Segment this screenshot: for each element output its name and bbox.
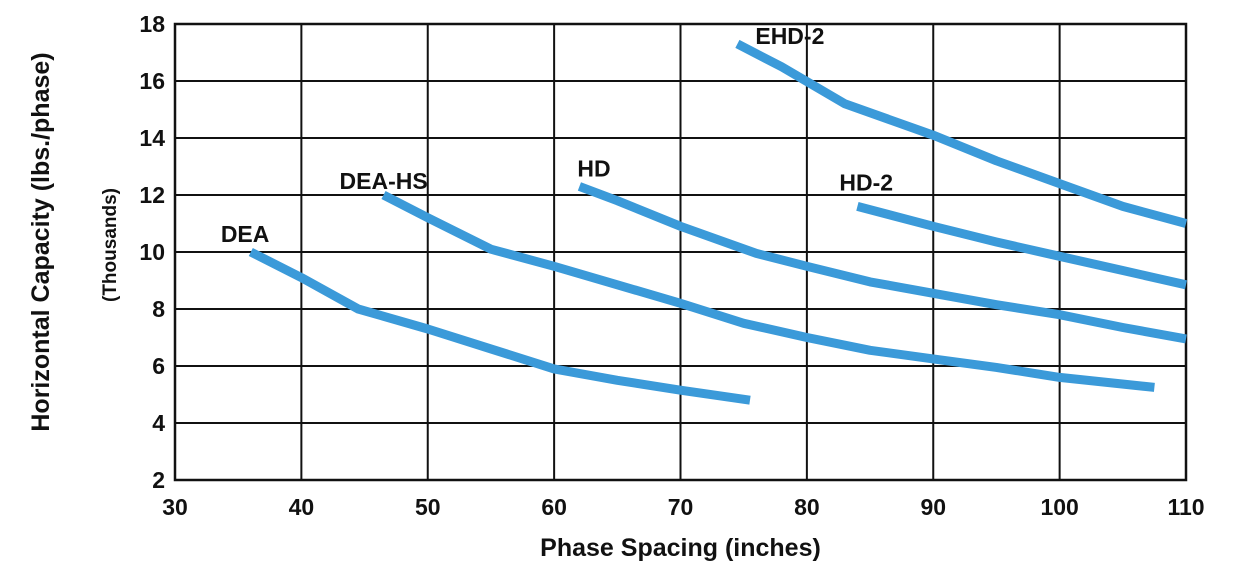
series-lines bbox=[248, 39, 1188, 405]
y-tick-label: 18 bbox=[139, 11, 165, 37]
y-tick-label: 16 bbox=[139, 68, 165, 94]
series-labels: DEA DEA-HS HD HD-2 EHD-2 bbox=[221, 23, 893, 247]
y-axis-subtitle: (Thousands) bbox=[100, 188, 121, 302]
x-tick-label: 80 bbox=[794, 494, 820, 520]
x-tick-label: 90 bbox=[920, 494, 946, 520]
series-line-hd bbox=[577, 182, 1187, 344]
y-tick-label: 10 bbox=[139, 239, 165, 265]
series-label-hd: HD bbox=[577, 155, 610, 181]
series-label-hd-2: HD-2 bbox=[839, 169, 893, 195]
x-tick-label: 60 bbox=[541, 494, 567, 520]
y-tick-label: 12 bbox=[139, 182, 165, 208]
y-axis-title: Horizontal Capacity (lbs./phase) bbox=[27, 52, 55, 431]
x-tick-label: 100 bbox=[1040, 494, 1078, 520]
y-tick-label: 14 bbox=[139, 125, 165, 151]
series-line-hd-2 bbox=[856, 202, 1187, 290]
y-tick-label: 2 bbox=[152, 467, 165, 493]
x-tick-label: 110 bbox=[1167, 494, 1204, 520]
y-tick-labels: 2 4 6 8 10 12 14 16 18 bbox=[139, 11, 165, 493]
y-tick-label: 6 bbox=[152, 353, 165, 379]
series-line-ehd-2 bbox=[735, 39, 1188, 228]
y-tick-label: 4 bbox=[152, 410, 165, 436]
x-tick-labels: 30 40 50 60 70 80 90 100 110 bbox=[162, 494, 1204, 520]
series-label-dea-hs: DEA-HS bbox=[340, 168, 428, 194]
series-line-dea bbox=[248, 247, 751, 405]
x-tick-label: 70 bbox=[668, 494, 694, 520]
x-tick-label: 40 bbox=[289, 494, 315, 520]
y-tick-label: 8 bbox=[152, 296, 165, 322]
x-tick-label: 50 bbox=[415, 494, 441, 520]
x-axis-title: Phase Spacing (inches) bbox=[540, 534, 821, 562]
x-tick-label: 30 bbox=[162, 494, 188, 520]
series-line-dea-hs bbox=[381, 190, 1155, 392]
series-label-ehd-2: EHD-2 bbox=[755, 23, 824, 49]
plot-frame bbox=[173, 22, 1188, 482]
series-label-dea: DEA bbox=[221, 221, 270, 247]
